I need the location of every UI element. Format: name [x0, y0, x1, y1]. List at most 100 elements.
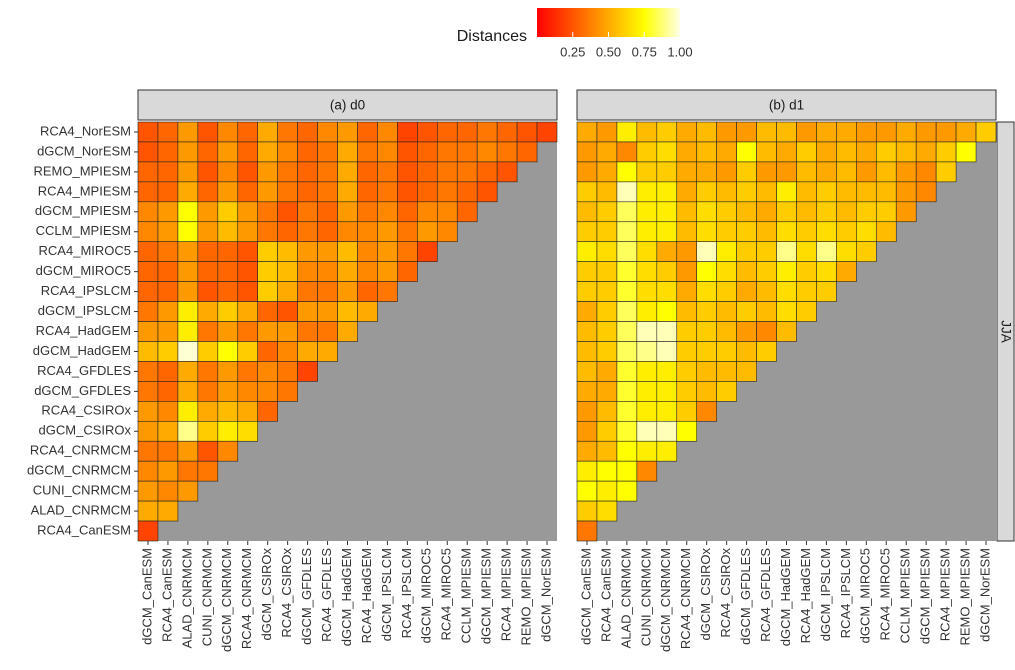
heat-cell — [337, 261, 358, 282]
heat-cell — [157, 500, 179, 522]
heat-cell — [137, 261, 159, 282]
heat-cell — [417, 201, 438, 223]
heat-cell — [596, 221, 618, 243]
heat-cell — [736, 261, 757, 282]
heat-cell — [836, 221, 857, 243]
x-tick-label: RCA4_CanESM — [159, 548, 174, 642]
heat-cell — [157, 361, 179, 382]
heat-cell — [716, 321, 737, 342]
x-tick-label: dGCM_MIROC5 — [419, 548, 434, 643]
legend-title: Distances — [457, 28, 527, 45]
heat-cell — [337, 321, 358, 342]
heat-cell — [716, 121, 737, 143]
heat-cell — [197, 321, 219, 342]
heat-cell — [337, 121, 358, 143]
heat-cell — [696, 301, 717, 322]
heat-cell — [716, 201, 737, 223]
heat-cell — [796, 261, 817, 282]
heat-cell — [596, 460, 618, 482]
heat-cell — [656, 440, 678, 462]
heat-cell — [696, 281, 717, 302]
heat-cell — [436, 161, 458, 183]
heat-cell — [476, 161, 498, 183]
heat-cell — [237, 361, 259, 382]
heat-cell — [257, 261, 278, 282]
heat-cell — [875, 121, 897, 143]
heat-cell — [397, 261, 418, 282]
x-tick-label: RCA4_CanESM — [598, 548, 613, 642]
heat-cell — [716, 221, 737, 243]
x-tick-label: RCA4_IPSLCM — [838, 548, 853, 638]
heat-cell — [357, 121, 378, 143]
heat-cell — [197, 181, 219, 203]
heat-cell — [596, 480, 618, 502]
heat-cell — [596, 401, 618, 422]
heat-cell — [576, 221, 598, 243]
heat-cell — [257, 201, 278, 223]
heat-cell — [217, 121, 239, 143]
row-strip — [996, 121, 1015, 542]
heat-cell — [736, 301, 757, 322]
heat-cell — [237, 401, 259, 422]
heat-cell — [656, 261, 678, 282]
heat-cell — [955, 141, 977, 163]
heat-cell — [736, 161, 757, 183]
heat-cell — [576, 500, 598, 522]
heat-cell — [955, 121, 977, 143]
heat-cell — [476, 181, 498, 203]
heat-cell — [676, 281, 698, 302]
heat-cell — [935, 141, 957, 163]
heat-cell — [696, 121, 717, 143]
heat-cell — [596, 500, 618, 522]
heat-cell — [177, 161, 199, 183]
heat-cell — [357, 201, 378, 223]
heat-cell — [157, 201, 179, 223]
heat-cell — [177, 480, 199, 502]
heat-cell — [895, 181, 917, 203]
heat-cell — [756, 181, 777, 203]
heat-cell — [756, 301, 777, 322]
x-tick-label: RCA4_MIROC5 — [439, 548, 454, 640]
heat-cell — [676, 181, 698, 203]
heat-cell — [875, 181, 897, 203]
heat-cell — [656, 420, 678, 442]
panel-title: (a) d0 — [330, 98, 365, 113]
heat-cell — [197, 401, 219, 422]
heat-cell — [736, 321, 757, 342]
heat-cell — [656, 241, 678, 262]
y-tick-label: dGCM_MIROC5 — [36, 263, 131, 278]
heat-cell — [277, 361, 298, 382]
heat-cell — [177, 221, 199, 243]
heat-cell — [716, 341, 737, 362]
heat-cell — [616, 281, 638, 302]
heat-cell — [177, 281, 199, 302]
heat-cell — [317, 341, 338, 362]
heat-cell — [157, 161, 179, 183]
heat-cell — [496, 141, 518, 163]
heat-cell — [636, 201, 658, 223]
heat-cell — [217, 241, 239, 262]
heat-cell — [217, 401, 239, 422]
heat-cell — [796, 301, 817, 322]
x-tick-label: RCA4_CNRMCM — [239, 548, 254, 649]
heat-cell — [197, 420, 219, 442]
heat-cell — [377, 161, 398, 183]
heat-cell — [137, 440, 159, 462]
x-tick-label: dGCM_IPSLCM — [818, 548, 833, 641]
heat-cell — [716, 161, 737, 183]
y-tick-label: RCA4_MPIESM — [38, 183, 131, 198]
heat-cell — [696, 361, 717, 382]
heat-cell — [836, 241, 857, 262]
heat-cell — [796, 181, 817, 203]
heat-cell — [696, 261, 717, 282]
heat-cell — [357, 241, 378, 262]
heat-cell — [636, 181, 658, 203]
x-tick-label: ALAD_CNRMCM — [618, 548, 633, 648]
heat-cell — [576, 281, 598, 302]
heat-cell — [217, 301, 239, 322]
heat-cell — [277, 261, 298, 282]
heat-cell — [297, 181, 318, 203]
heat-cell — [177, 241, 199, 262]
heat-cell — [816, 181, 837, 203]
heat-cell — [277, 121, 298, 143]
